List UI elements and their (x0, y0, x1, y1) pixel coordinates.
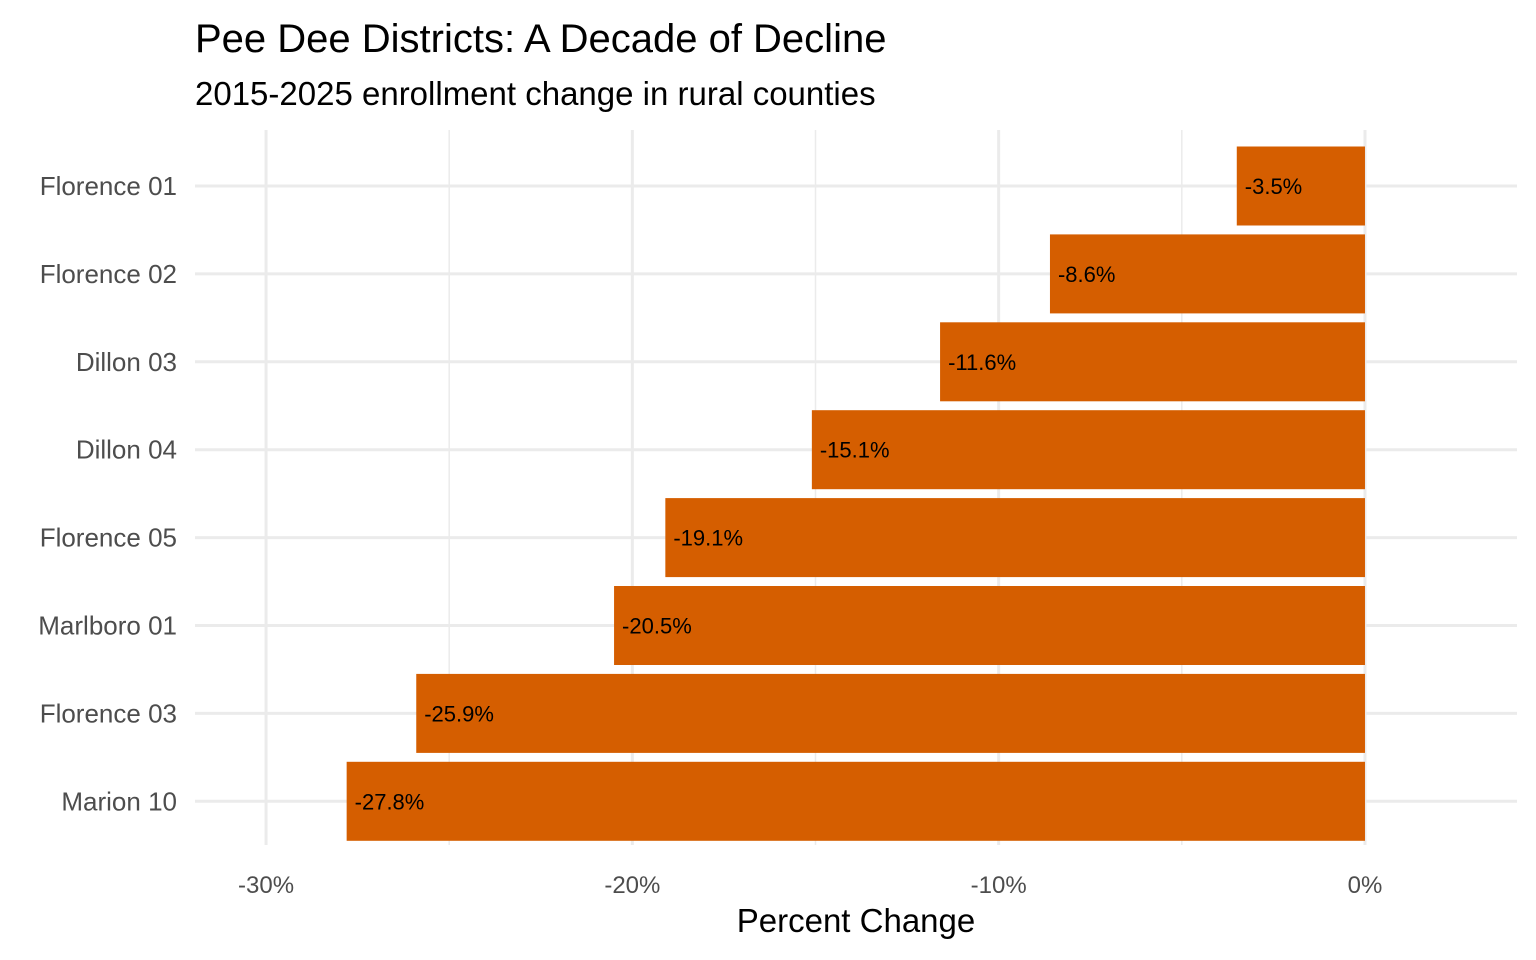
y-tick-label: Florence 01 (40, 171, 177, 201)
y-tick-label: Florence 03 (40, 698, 177, 728)
chart-subtitle: 2015-2025 enrollment change in rural cou… (195, 75, 876, 112)
bar-value-label: -8.6% (1058, 262, 1115, 287)
bar-value-label: -27.8% (355, 789, 425, 814)
bar (811, 410, 1365, 490)
bar (346, 761, 1365, 841)
bar (1236, 146, 1365, 226)
y-tick-label: Marlboro 01 (38, 611, 177, 641)
y-tick-label: Dillon 04 (76, 435, 177, 465)
x-axis-labels: -30% -20% -10% 0% (238, 872, 1382, 899)
bar (614, 586, 1365, 665)
bar-value-label: -19.1% (673, 526, 743, 551)
bar (1049, 234, 1365, 314)
bar (416, 673, 1365, 753)
x-tick-label: -30% (238, 872, 294, 899)
y-tick-label: Dillon 03 (76, 347, 177, 377)
bar-value-label: -3.5% (1245, 174, 1302, 199)
bars: -3.5% -8.6% -11.6% -15.1% -19.1% -20.5% -25.9%… (346, 146, 1365, 841)
bar (940, 322, 1365, 402)
y-tick-label: Florence 05 (40, 523, 177, 553)
x-tick-label: -20% (604, 872, 660, 899)
x-axis-title: Percent Change (737, 902, 976, 939)
y-tick-label: Marion 10 (61, 786, 177, 816)
bar-value-label: -25.9% (424, 701, 494, 726)
bar-value-label: -11.6% (948, 350, 1016, 375)
bar (665, 498, 1365, 578)
bar-value-label: -15.1% (820, 438, 890, 463)
chart-title: Pee Dee Districts: A Decade of Decline (195, 17, 886, 61)
x-tick-label: 0% (1348, 872, 1383, 899)
y-tick-label: Florence 02 (40, 259, 177, 289)
x-tick-label: -10% (971, 872, 1027, 899)
bar-value-label: -20.5% (622, 614, 692, 639)
y-axis-labels: Florence 01 Florence 02 Dillon 03 Dillon 04… (38, 171, 177, 816)
